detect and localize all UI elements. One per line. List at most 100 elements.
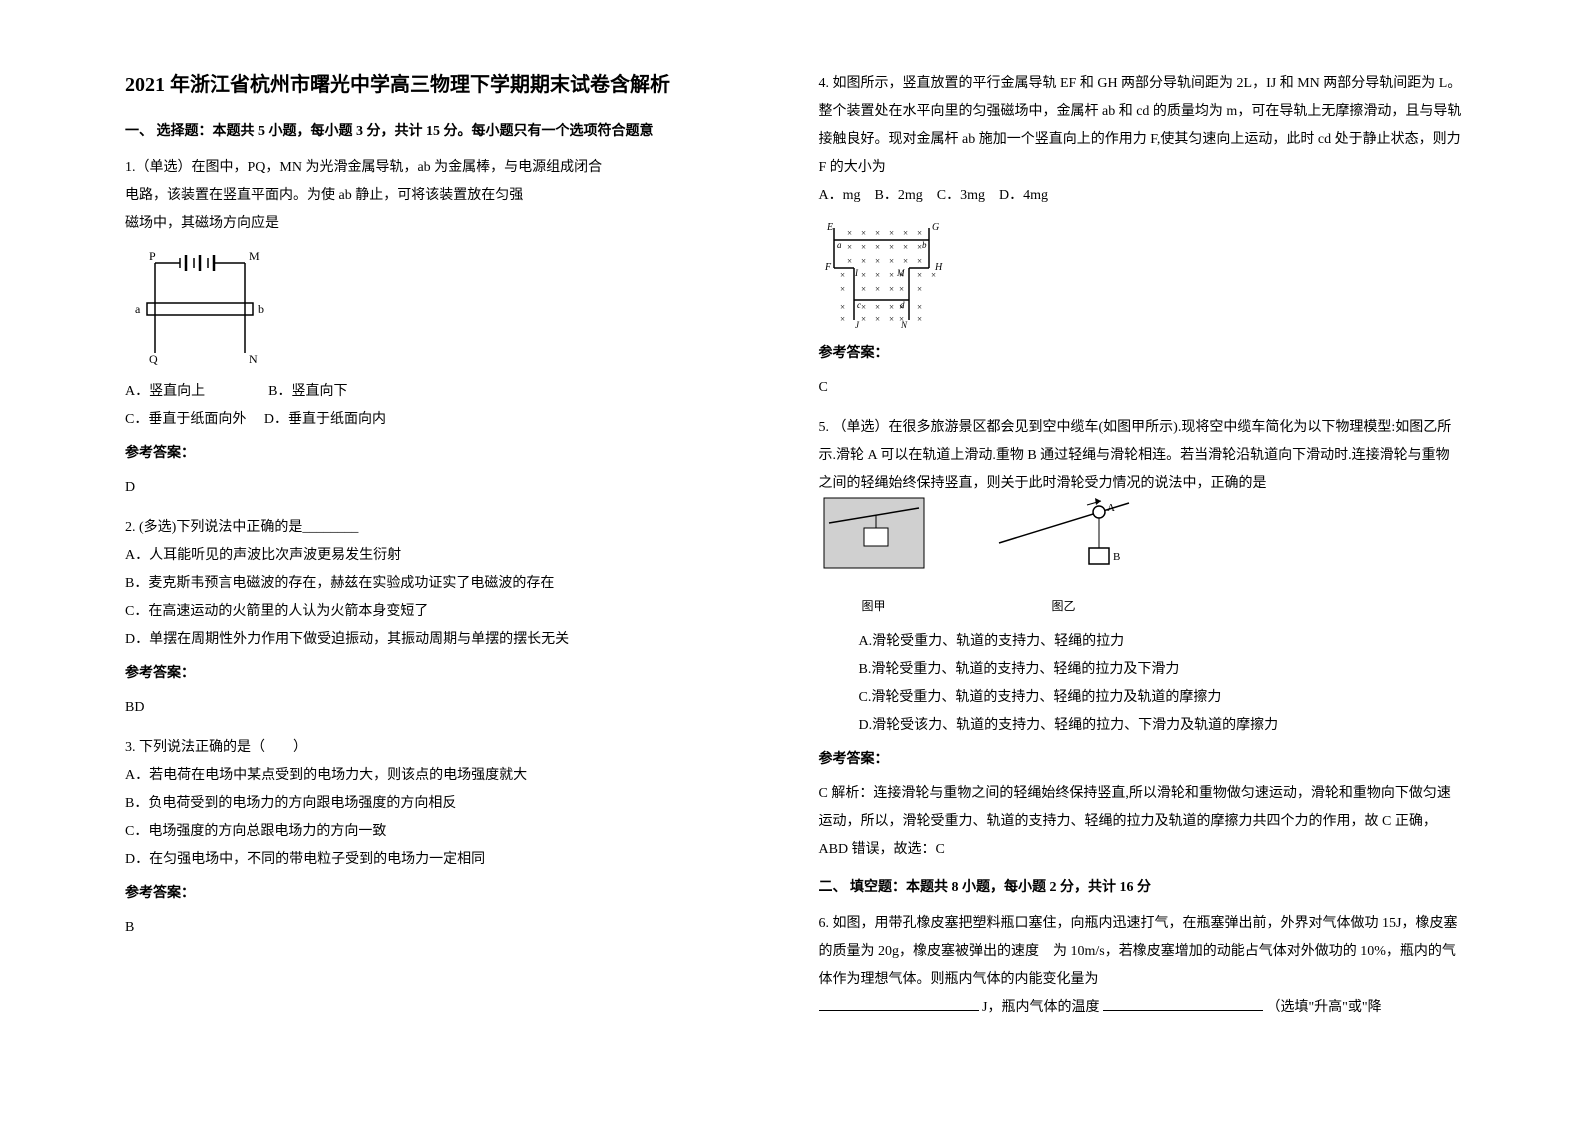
- svg-text:B: B: [1113, 551, 1120, 563]
- q1-opt-a: A．竖直向上: [125, 384, 205, 399]
- svg-text:×: ×: [840, 284, 845, 294]
- q1-opt-c: C．垂直于纸面向外: [125, 412, 246, 427]
- q1-opt-b: B．竖直向下: [268, 384, 347, 399]
- svg-text:×: ×: [889, 314, 894, 324]
- svg-text:×: ×: [889, 242, 894, 252]
- svg-text:×: ×: [903, 256, 908, 266]
- q1-label-m: M: [249, 249, 260, 263]
- svg-text:×: ×: [917, 314, 922, 324]
- svg-text:×: ×: [875, 256, 880, 266]
- q6-blank-2: [1103, 997, 1263, 1011]
- svg-text:×: ×: [847, 228, 852, 238]
- svg-text:×: ×: [889, 284, 894, 294]
- svg-text:×: ×: [899, 284, 904, 294]
- svg-text:×: ×: [917, 228, 922, 238]
- exam-title: 2021 年浙江省杭州市曙光中学高三物理下学期期末试卷含解析: [125, 70, 769, 100]
- svg-text:×: ×: [840, 270, 845, 280]
- q4-opt-b: B．2mg: [875, 188, 923, 203]
- svg-text:×: ×: [840, 302, 845, 312]
- svg-text:×: ×: [889, 302, 894, 312]
- q5-stem: 5. （单选）在很多旅游景区都会见到空中缆车(如图甲所示).现将空中缆车简化为以…: [819, 414, 1463, 498]
- q4-opt-d: D．4mg: [999, 188, 1048, 203]
- q1-stem-line2: 电路，该装置在竖直平面内。为使 ab 静止，可将该装置放在匀强: [125, 182, 769, 210]
- svg-text:×: ×: [917, 284, 922, 294]
- q3-opt-d: D．在匀强电场中，不同的带电粒子受到的电场力一定相同: [125, 846, 769, 874]
- q4-answer: C: [819, 374, 1463, 402]
- svg-text:×: ×: [903, 228, 908, 238]
- q4-stem: 4. 如图所示，竖直放置的平行金属导轨 EF 和 GH 两部分导轨间距为 2L，…: [819, 70, 1463, 182]
- q1-label-a: a: [135, 302, 141, 316]
- svg-text:a: a: [837, 240, 842, 250]
- question-3: 3. 下列说法正确的是（ ） A．若电荷在电场中某点受到的电场力大，则该点的电场…: [125, 734, 769, 942]
- svg-text:×: ×: [875, 314, 880, 324]
- question-2: 2. (多选)下列说法中正确的是________ A．人耳能听见的声波比次声波更…: [125, 514, 769, 722]
- left-column: 2021 年浙江省杭州市曙光中学高三物理下学期期末试卷含解析 一、 选择题：本题…: [100, 70, 794, 1082]
- svg-text:H: H: [934, 262, 943, 273]
- svg-text:b: b: [922, 240, 927, 250]
- q1-label-b: b: [258, 302, 264, 316]
- q5-fig-left: 图甲: [819, 493, 929, 618]
- q2-answer-label: 参考答案：: [125, 660, 769, 688]
- q4-opt-a: A．mg: [819, 188, 861, 203]
- svg-text:d: d: [900, 300, 905, 310]
- svg-text:F: F: [824, 262, 832, 273]
- q3-answer: B: [125, 914, 769, 942]
- svg-text:×: ×: [840, 314, 845, 324]
- svg-text:A: A: [1107, 502, 1115, 514]
- q2-stem: 2. (多选)下列说法中正确的是________: [125, 514, 769, 542]
- q1-answer: D: [125, 474, 769, 502]
- q2-opt-b: B．麦克斯韦预言电磁波的存在，赫兹在实验成功证实了电磁波的存在: [125, 570, 769, 598]
- q4-answer-label: 参考答案：: [819, 340, 1463, 368]
- svg-text:×: ×: [847, 242, 852, 252]
- q6-blank-1: [819, 997, 979, 1011]
- svg-text:J: J: [855, 320, 860, 330]
- svg-text:×: ×: [917, 302, 922, 312]
- q3-stem: 3. 下列说法正确的是（ ）: [125, 734, 769, 762]
- q4-opt-c: C．3mg: [937, 188, 985, 203]
- q3-opt-a: A．若电荷在电场中某点受到的电场力大，则该点的电场强度就大: [125, 762, 769, 790]
- svg-text:×: ×: [875, 242, 880, 252]
- section-1-heading: 一、 选择题：本题共 5 小题，每小题 3 分，共计 15 分。每小题只有一个选…: [125, 120, 769, 140]
- q5-opt-d: D.滑轮受该力、轨道的支持力、轻绳的拉力、下滑力及轨道的摩擦力: [859, 712, 1463, 740]
- q1-answer-label: 参考答案：: [125, 440, 769, 468]
- question-1: 1.（单选）在图中，PQ，MN 为光滑金属导轨，ab 为金属棒，与电源组成闭合 …: [125, 154, 769, 502]
- q3-answer-label: 参考答案：: [125, 880, 769, 908]
- svg-text:×: ×: [861, 242, 866, 252]
- svg-text:×: ×: [889, 256, 894, 266]
- question-5: 5. （单选）在很多旅游景区都会见到空中缆车(如图甲所示).现将空中缆车简化为以…: [819, 414, 1463, 864]
- q5-fig-caption-2: 图乙: [989, 594, 1139, 618]
- q5-answer: C 解析：连接滑轮与重物之间的轻绳始终保持竖直,所以滑轮和重物做匀速运动，滑轮和…: [819, 780, 1463, 864]
- svg-text:×: ×: [861, 270, 866, 280]
- q2-answer: BD: [125, 694, 769, 722]
- q1-label-p: P: [149, 249, 156, 263]
- question-6: 6. 如图，用带孔橡皮塞把塑料瓶口塞住，向瓶内迅速打气，在瓶塞弹出前，外界对气体…: [819, 910, 1463, 1022]
- q6-blanks: J，瓶内气体的温度 （选填"升高"或"降: [819, 994, 1463, 1022]
- svg-text:×: ×: [875, 228, 880, 238]
- svg-text:E: E: [826, 222, 833, 233]
- svg-text:×: ×: [875, 270, 880, 280]
- svg-text:×: ×: [889, 228, 894, 238]
- q1-stem-line1: 1.（单选）在图中，PQ，MN 为光滑金属导轨，ab 为金属棒，与电源组成闭合: [125, 154, 769, 182]
- q5-fig-right: A B 图乙: [989, 493, 1139, 618]
- q4-figure: ×××××× ×××××× ×××××× ××××××× ×××××× ××××…: [819, 220, 949, 330]
- svg-text:×: ×: [847, 256, 852, 266]
- q6-blank2-suffix: （选填"升高"或"降: [1266, 1000, 1381, 1015]
- svg-text:×: ×: [917, 256, 922, 266]
- svg-text:×: ×: [861, 256, 866, 266]
- q5-opt-b: B.滑轮受重力、轨道的支持力、轻绳的拉力及下滑力: [859, 656, 1463, 684]
- q6-stem: 6. 如图，用带孔橡皮塞把塑料瓶口塞住，向瓶内迅速打气，在瓶塞弹出前，外界对气体…: [819, 910, 1463, 994]
- q2-opt-c: C．在高速运动的火箭里的人认为火箭本身变短了: [125, 598, 769, 626]
- question-4: 4. 如图所示，竖直放置的平行金属导轨 EF 和 GH 两部分导轨间距为 2L，…: [819, 70, 1463, 402]
- q5-answer-label: 参考答案：: [819, 746, 1463, 774]
- svg-text:×: ×: [861, 314, 866, 324]
- q1-opt-d: D．垂直于纸面向内: [264, 412, 386, 427]
- q5-opt-c: C.滑轮受重力、轨道的支持力、轻绳的拉力及轨道的摩擦力: [859, 684, 1463, 712]
- q1-label-n: N: [249, 352, 258, 366]
- svg-text:×: ×: [861, 228, 866, 238]
- q1-options: A．竖直向上 B．竖直向下 C．垂直于纸面向外 D．垂直于纸面向内: [125, 378, 769, 434]
- q1-figure: P M Q N a b: [125, 248, 285, 368]
- q5-opt-a: A.滑轮受重力、轨道的支持力、轻绳的拉力: [859, 628, 1463, 656]
- q2-opt-a: A．人耳能听见的声波比次声波更易发生衍射: [125, 542, 769, 570]
- right-column: 4. 如图所示，竖直放置的平行金属导轨 EF 和 GH 两部分导轨间距为 2L，…: [794, 70, 1488, 1082]
- svg-text:×: ×: [917, 270, 922, 280]
